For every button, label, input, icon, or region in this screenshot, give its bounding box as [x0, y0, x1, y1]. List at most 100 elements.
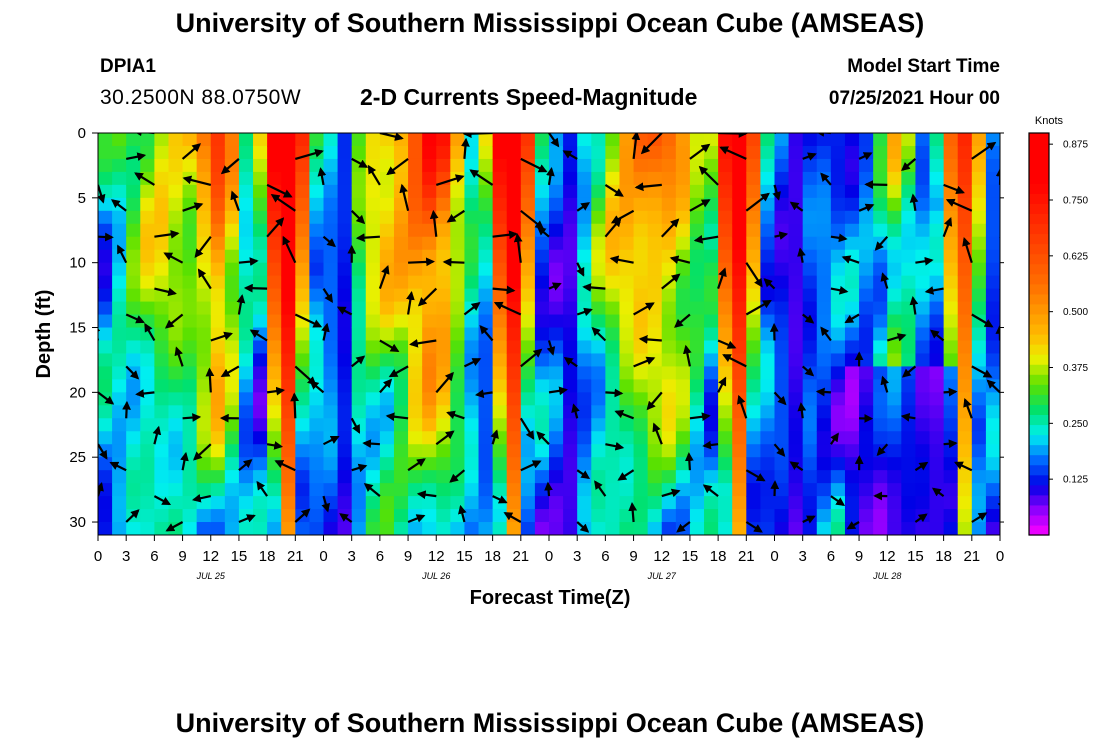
- vector-arrow: [294, 508, 311, 523]
- heatmap-cell: [957, 197, 973, 212]
- heatmap-cell: [915, 405, 931, 419]
- heatmap-cell: [534, 275, 550, 290]
- heatmap-cell: [238, 405, 254, 419]
- heatmap-cell: [830, 145, 846, 160]
- heatmap-cell: [746, 171, 761, 186]
- heatmap-cell: [985, 340, 1000, 355]
- colorbar-band: [1029, 143, 1049, 154]
- heatmap-cell: [647, 210, 663, 225]
- heatmap-cell: [661, 314, 677, 329]
- heatmap-cell: [774, 145, 790, 160]
- heatmap-cell: [408, 470, 423, 484]
- heatmap-cell: [196, 301, 212, 316]
- vector-arrow: [407, 514, 426, 524]
- heatmap-cell: [549, 197, 564, 212]
- heatmap-cell: [337, 392, 353, 406]
- vector-arrow: [461, 137, 470, 159]
- heatmap-cell: [450, 158, 466, 173]
- heatmap-cell: [506, 353, 522, 368]
- heatmap-cell: [295, 314, 310, 329]
- heatmap-cell: [295, 301, 310, 316]
- date-label: JUL 27: [647, 571, 677, 581]
- heatmap-cell: [238, 444, 254, 458]
- vector-arrow: [802, 515, 816, 524]
- heatmap-cell: [549, 145, 564, 160]
- heatmap-cell: [323, 275, 339, 290]
- heatmap-cell: [351, 288, 367, 303]
- heatmap-cell: [140, 158, 155, 173]
- heatmap-cell: [98, 353, 113, 368]
- vector-arrow: [661, 488, 681, 498]
- heatmap-cell: [464, 444, 480, 458]
- heatmap-cell: [478, 262, 494, 277]
- heatmap-cell: [140, 483, 155, 497]
- heatmap-cell: [647, 249, 663, 264]
- heatmap-cell: [605, 366, 621, 380]
- heatmap-cell: [689, 210, 705, 225]
- vector-arrow: [999, 236, 1000, 239]
- heatmap-cell: [929, 418, 945, 432]
- heatmap-cell: [422, 223, 437, 238]
- heatmap-cell: [182, 288, 198, 303]
- heatmap-cell: [393, 262, 409, 277]
- heatmap-cell: [154, 171, 170, 186]
- heatmap-cell: [760, 145, 776, 160]
- heatmap-cell: [506, 327, 522, 342]
- heatmap-cell: [774, 431, 790, 445]
- vector-arrow: [408, 257, 435, 267]
- heatmap-cell: [957, 133, 973, 147]
- heatmap-cell: [323, 457, 339, 471]
- heatmap-cell: [873, 470, 888, 484]
- heatmap-cell: [746, 145, 761, 160]
- heatmap-cell: [873, 145, 888, 160]
- heatmap-cell: [492, 340, 508, 355]
- heatmap-cell: [492, 379, 508, 393]
- heatmap-cell: [98, 249, 113, 264]
- heatmap-cell: [379, 171, 395, 186]
- heatmap-cell: [591, 262, 606, 277]
- colorbar-band: [1029, 404, 1049, 415]
- colorbar-band: [1029, 263, 1049, 275]
- heatmap-cell: [844, 210, 860, 225]
- heatmap-cell: [985, 470, 1000, 484]
- heatmap-cell: [365, 340, 381, 355]
- heatmap-cell: [915, 496, 931, 510]
- heatmap-cell: [830, 197, 846, 212]
- colorbar-band: [1029, 474, 1049, 486]
- heatmap-cell: [520, 496, 536, 510]
- vector-arrow: [181, 143, 202, 160]
- heatmap-cell: [379, 223, 395, 238]
- heatmap-cell: [506, 470, 522, 484]
- heatmap-cell: [957, 522, 973, 535]
- heatmap-cell: [718, 418, 733, 432]
- vector-arrow: [604, 183, 624, 197]
- heatmap-cell: [591, 249, 606, 264]
- vector-arrow: [943, 183, 965, 195]
- heatmap-cell: [549, 470, 564, 484]
- heatmap-cell: [675, 405, 691, 419]
- heatmap-cell: [577, 457, 592, 471]
- heatmap-cell: [450, 496, 466, 510]
- heatmap-cell: [633, 405, 649, 419]
- heatmap-cell: [295, 470, 310, 484]
- heatmap-cell: [478, 483, 494, 497]
- heatmap-cell: [689, 496, 705, 510]
- heatmap-cell: [633, 223, 649, 238]
- heatmap-cell: [478, 496, 494, 510]
- heatmap-cell: [365, 470, 381, 484]
- heatmap-cell: [464, 197, 480, 212]
- heatmap-cell: [859, 314, 874, 329]
- heatmap-cell: [957, 379, 973, 393]
- heatmap-cell: [549, 353, 564, 368]
- heatmap-cell: [224, 509, 240, 523]
- heatmap-cell: [957, 327, 973, 342]
- heatmap-cell: [859, 470, 874, 484]
- heatmap-cell: [140, 249, 155, 264]
- heatmap-cell: [816, 197, 832, 212]
- heatmap-cell: [605, 340, 621, 355]
- heatmap-cell: [295, 210, 310, 225]
- vector-arrow: [576, 521, 590, 533]
- heatmap-cell: [210, 509, 226, 523]
- heatmap-cell: [633, 236, 649, 251]
- heatmap-cell: [210, 171, 226, 186]
